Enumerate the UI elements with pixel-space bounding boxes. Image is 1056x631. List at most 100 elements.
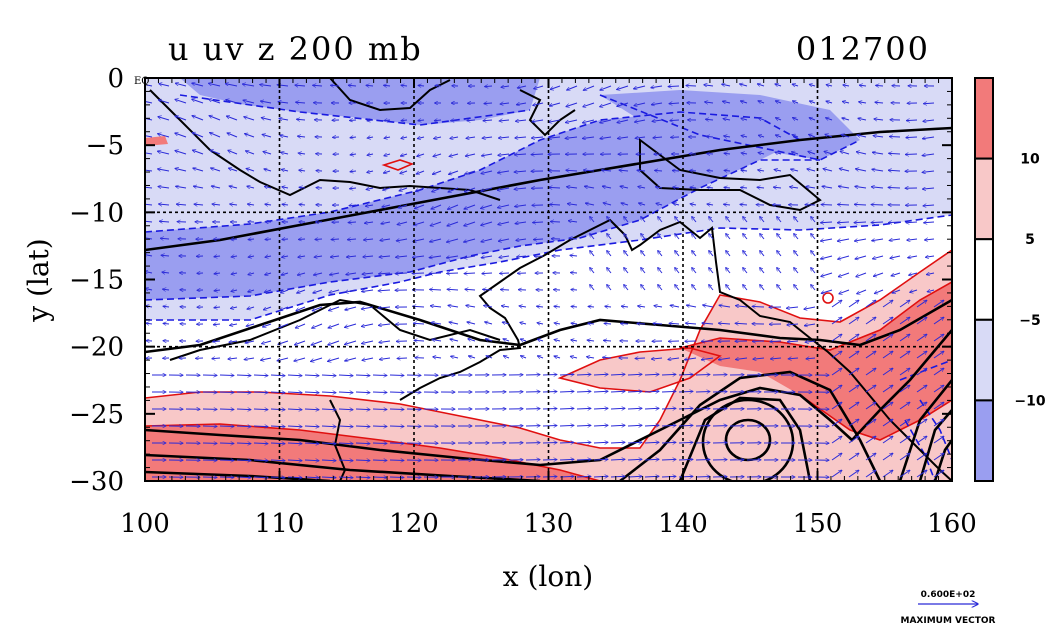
wind-vector <box>145 288 153 290</box>
wind-vector <box>703 305 714 307</box>
wind-vector <box>297 119 306 120</box>
wind-vector <box>321 392 336 393</box>
wind-vector <box>236 443 251 444</box>
wind-vector <box>865 317 876 325</box>
wind-vector <box>933 300 944 308</box>
wind-vector <box>500 290 510 291</box>
wind-vector <box>892 289 901 293</box>
wind-vector <box>314 256 323 257</box>
wind-vector <box>515 120 527 121</box>
wind-vector <box>644 408 659 409</box>
wind-vector <box>865 436 876 444</box>
wind-vector <box>806 187 816 189</box>
wind-vector <box>280 135 289 137</box>
wind-vector <box>366 188 374 190</box>
shade-neg-strong-top <box>180 78 540 125</box>
wind-vector <box>485 86 493 87</box>
wind-vector <box>146 323 153 324</box>
wind-vector <box>695 409 710 410</box>
colorbar-label: −10 <box>1014 393 1045 409</box>
y-tick-label: 0 <box>107 64 124 94</box>
wind-vector <box>247 186 255 188</box>
wind-vector <box>933 317 944 325</box>
plot-title: u uv z 200 mb <box>168 30 423 68</box>
wind-vector <box>621 324 629 325</box>
wind-vector <box>707 187 714 188</box>
wind-vector <box>361 307 374 309</box>
wind-vector <box>246 324 255 326</box>
wind-vector <box>481 154 493 156</box>
wind-vector <box>695 477 710 478</box>
wind-vector <box>718 323 731 324</box>
wind-vector <box>760 217 765 223</box>
wind-vector <box>236 426 251 427</box>
x-tick-label: 110 <box>255 509 305 539</box>
wind-vector <box>607 234 612 240</box>
wind-vector <box>253 392 268 393</box>
wind-vector <box>865 368 876 376</box>
wind-vector <box>906 222 918 223</box>
wind-vector <box>236 460 251 461</box>
wind-vector <box>600 137 612 139</box>
wind-vector <box>542 409 557 410</box>
wind-vector <box>848 317 859 325</box>
wind-vector <box>709 217 714 223</box>
plot-timestamp: 012700 <box>796 30 930 68</box>
wind-vector <box>571 290 578 291</box>
wind-vector <box>882 368 893 376</box>
wind-vector <box>882 470 893 478</box>
wind-vector <box>848 453 859 461</box>
wind-vector <box>430 221 442 226</box>
wind-vector <box>590 285 595 291</box>
wind-vector <box>777 217 782 223</box>
wind-vector <box>362 357 374 360</box>
wind-vector <box>298 239 306 240</box>
wind-vector <box>499 120 510 121</box>
wind-vector <box>449 170 459 174</box>
wind-vector <box>345 306 357 310</box>
wind-vector <box>590 217 595 223</box>
wind-vector <box>415 187 425 192</box>
wind-vector <box>379 358 391 360</box>
wind-vector <box>876 85 884 86</box>
wind-vector <box>520 339 527 341</box>
wind-vector <box>414 340 425 341</box>
wind-vector <box>641 217 646 223</box>
wind-vector <box>882 453 893 461</box>
eq-label: EQ <box>134 76 150 87</box>
wind-vector <box>330 273 340 275</box>
wind-vector <box>571 323 578 324</box>
wind-vector <box>243 100 255 104</box>
wind-vector <box>670 120 680 121</box>
wind-vector <box>837 238 850 241</box>
wind-vector <box>464 256 476 258</box>
wind-vector <box>909 273 918 275</box>
wind-vector <box>432 340 442 342</box>
wind-vector <box>590 251 595 257</box>
wind-vector <box>726 268 731 274</box>
wind-vector <box>231 273 238 274</box>
wind-vector <box>270 375 285 376</box>
wind-vector <box>607 268 612 274</box>
wind-vector <box>287 426 302 427</box>
wind-vector <box>859 85 867 86</box>
wind-vector <box>401 137 408 139</box>
wind-vector <box>379 341 391 343</box>
wind-vector <box>298 256 306 257</box>
wind-vector <box>889 239 901 241</box>
wind-vector <box>735 306 748 307</box>
wind-vector <box>287 409 302 410</box>
wind-vector <box>678 391 693 392</box>
wind-vector <box>520 356 527 358</box>
wind-vector <box>261 358 272 360</box>
wind-vector <box>367 154 374 155</box>
wind-vector <box>758 118 765 120</box>
wind-vector <box>889 153 901 154</box>
wind-vector <box>355 426 370 427</box>
wind-vector <box>624 234 629 240</box>
wind-vector <box>686 86 697 87</box>
wind-vector <box>831 402 842 410</box>
wind-vector <box>653 323 663 324</box>
wind-vector <box>675 268 680 274</box>
wind-vector <box>661 391 676 392</box>
